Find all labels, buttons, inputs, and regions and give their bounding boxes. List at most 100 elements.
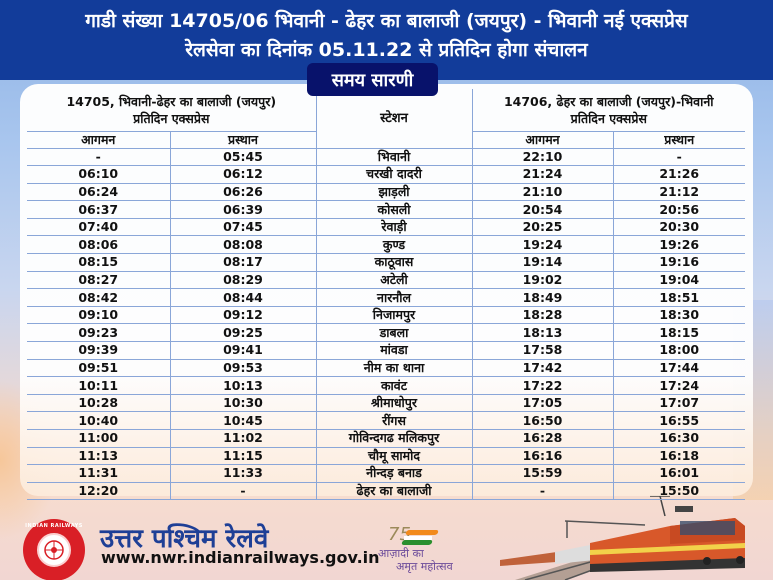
table-row: 11:00 11:02 गोविन्दगढ मलिकपुर 16:28 16:30	[27, 429, 745, 448]
station-name: चरखी दादरी	[315, 165, 472, 184]
departure-14705: 10:13	[169, 376, 316, 395]
table-row: 09:51 09:53 नीम का थाना 17:42 17:44	[27, 359, 745, 378]
arrival-14705: 10:28	[27, 394, 170, 413]
timetable: 14705, भिवानी-ढेहर का बालाजी (जयपुर) प्र…	[27, 89, 745, 501]
table-row: -05:45 भिवानी 22:10-	[27, 148, 745, 167]
departure-14705: 08:29	[169, 271, 316, 290]
sub-header-row: आगमन प्रस्थान आगमन प्रस्थान	[27, 131, 745, 149]
train-14706-header: 14706, ढेहर का बालाजी (जयपुर)-भिवानी प्र…	[471, 89, 745, 132]
station-name: कोसली	[315, 200, 472, 219]
departure-14706: 17:07	[612, 394, 745, 413]
station-name: काठूवास	[315, 253, 472, 272]
train-14706-type: प्रतिदिन एक्सप्रेस	[570, 110, 647, 126]
arrival-14706: 17:58	[471, 341, 613, 360]
table-row: 09:23 09:25 डाबला 18:13 18:15	[27, 323, 745, 343]
station-name: निजामपुर	[315, 306, 472, 325]
table-row: 09:10 09:12 निजामपुर 18:28 18:30	[27, 306, 745, 325]
arrival-14706: 16:28	[471, 429, 613, 448]
arrival-14705: 11:31	[27, 464, 170, 483]
departure-14706: 21:12	[612, 183, 745, 202]
organization-name: उत्तर पश्चिम रेलवे	[100, 524, 269, 554]
table-row: 09:39 09:41 मांवडा 17:58 18:00	[27, 341, 745, 360]
table-row: 07:40 07:45 रेवाड़ी 20:25 20:30	[27, 218, 745, 237]
station-name: चौमू सामोद	[315, 447, 472, 466]
logo-ring-text: INDIAN RAILWAYS	[25, 523, 83, 529]
departure-14705: 08:17	[169, 253, 316, 272]
train-14705-name: 14705, भिवानी-ढेहर का बालाजी (जयपुर)	[66, 93, 277, 109]
departure-14705: 11:33	[169, 464, 316, 483]
arrival-14705: 11:00	[27, 429, 170, 448]
arrival-14705: 08:06	[27, 235, 170, 255]
station-name: झाड़ली	[315, 183, 472, 202]
departure-14706: 16:01	[612, 464, 745, 483]
arrival-14705: 06:24	[27, 183, 170, 202]
arrival-14706: 18:28	[471, 306, 613, 325]
arrival-14706: 16:50	[471, 411, 613, 430]
table-row: 08:06 08:08 कुण्ड 19:24 19:26	[27, 235, 745, 255]
departure-header-14706: प्रस्थान	[612, 131, 745, 149]
station-name: कावंट	[315, 376, 472, 395]
arrival-14705: 10:40	[27, 411, 170, 430]
arrival-14706: 15:59	[471, 464, 613, 483]
arrival-14706: 17:42	[471, 359, 613, 378]
train-14705-header: 14705, भिवानी-ढेहर का बालाजी (जयपुर) प्र…	[27, 89, 316, 132]
arrival-14706: 21:10	[471, 183, 613, 202]
departure-14706: 20:56	[612, 200, 745, 219]
railway-emblem-icon	[37, 533, 71, 567]
arrival-14705: 09:10	[27, 306, 170, 325]
arrival-14705: 08:27	[27, 271, 170, 290]
flag-stripe-saffron	[405, 530, 439, 535]
arrival-14706: 17:22	[471, 376, 613, 395]
arrival-14705: 08:15	[27, 253, 170, 272]
departure-14706: 18:00	[612, 341, 745, 360]
azadi-text-line1: आज़ादी का	[378, 547, 424, 560]
departure-14706: 15:50	[612, 482, 745, 501]
departure-14706: 21:26	[612, 165, 745, 184]
arrival-14706: 18:13	[471, 323, 613, 343]
arrival-header-14705: आगमन	[27, 131, 170, 149]
arrival-14705: 12:20	[27, 482, 170, 501]
departure-14706: 16:30	[612, 429, 745, 448]
departure-14706: 16:55	[612, 411, 745, 430]
departure-14705: 09:25	[169, 323, 316, 343]
timetable-body: -05:45 भिवानी 22:10- 06:10 06:12 चरखी दादरी 2…	[27, 148, 745, 501]
station-name: डाबला	[315, 323, 472, 343]
departure-14706: 19:26	[612, 235, 745, 255]
table-row: 10:40 10:45 रींगस 16:50 16:55	[27, 411, 745, 430]
timetable-card: 14705, भिवानी-ढेहर का बालाजी (जयपुर) प्र…	[20, 84, 753, 501]
departure-header-14705: प्रस्थान	[169, 131, 316, 149]
station-name: नीन्दड़ बनाड	[315, 464, 472, 483]
locomotive-train-icon	[500, 495, 745, 580]
departure-14706: 19:16	[612, 253, 745, 272]
departure-14705: 10:30	[169, 394, 316, 413]
wheel-icon	[44, 540, 64, 560]
departure-14705: 06:12	[169, 165, 316, 184]
departure-14705: 05:45	[169, 148, 316, 167]
departure-14706: 17:44	[612, 359, 745, 378]
arrival-14705: 07:40	[27, 218, 170, 237]
departure-14705: 09:12	[169, 306, 316, 325]
arrival-14706: 17:05	[471, 394, 613, 413]
station-name: भिवानी	[315, 148, 472, 167]
table-row: 08:42 08:44 नारनौल 18:49 18:51	[27, 288, 745, 307]
departure-14706: 18:15	[612, 323, 745, 343]
departure-14705: 09:53	[169, 359, 316, 378]
departure-14705: 09:41	[169, 341, 316, 360]
departure-14705: -	[169, 482, 316, 501]
timetable-badge: समय सारणी	[307, 63, 438, 96]
arrival-14705: 08:42	[27, 288, 170, 307]
arrival-14705: 09:23	[27, 323, 170, 343]
departure-14705: 06:39	[169, 200, 316, 219]
table-row: 11:13 11:15 चौमू सामोद 16:16 16:18	[27, 447, 745, 466]
station-name: नीम का थाना	[315, 359, 472, 378]
website-link[interactable]: www.nwr.indianrailways.gov.in	[101, 548, 380, 567]
station-name: कुण्ड	[315, 235, 472, 255]
station-name: ढेहर का बालाजी	[315, 482, 472, 501]
departure-14705: 08:08	[169, 235, 316, 255]
arrival-14705: 10:11	[27, 376, 170, 395]
indian-railways-logo-icon: INDIAN RAILWAYS	[23, 519, 85, 580]
table-row: 06:37 06:39 कोसली 20:54 20:56	[27, 200, 745, 219]
arrival-14706: 22:10	[471, 148, 613, 167]
table-row: 06:10 06:12 चरखी दादरी 21:24 21:26	[27, 165, 745, 184]
departure-14706: 18:30	[612, 306, 745, 325]
